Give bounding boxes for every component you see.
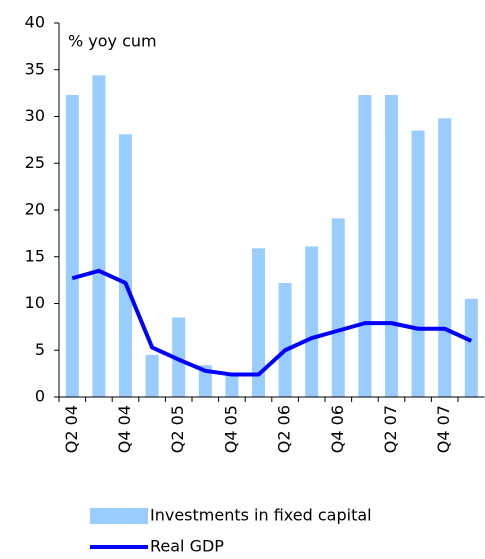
y-tick-label: 10 xyxy=(25,293,45,312)
x-tick-label: Q2 06 xyxy=(275,405,294,453)
bar xyxy=(65,94,79,398)
bar xyxy=(225,374,239,397)
bar xyxy=(145,354,159,397)
y-tick-label: 25 xyxy=(25,153,45,172)
y-tick-label: 40 xyxy=(25,13,45,32)
y-tick-label: 35 xyxy=(25,59,45,78)
bar xyxy=(438,118,452,398)
x-tick-label: Q4 04 xyxy=(115,405,134,453)
bar xyxy=(411,130,425,397)
bar xyxy=(92,75,106,398)
x-tick-label: Q4 05 xyxy=(221,405,240,453)
x-tick-label: Q4 06 xyxy=(328,405,347,453)
bar xyxy=(358,94,372,398)
legend-swatch xyxy=(90,508,148,524)
y-tick-label: 15 xyxy=(25,246,45,265)
bar xyxy=(278,282,292,397)
legend-label: Investments in fixed capital xyxy=(150,506,372,525)
bar xyxy=(331,218,345,397)
legend-label: Real GDP xyxy=(150,537,224,556)
y-tick-label: 30 xyxy=(25,106,45,125)
bar xyxy=(305,246,319,397)
annotation: % yoy cum xyxy=(68,32,157,51)
bar xyxy=(119,134,132,397)
x-tick-label: Q2 07 xyxy=(381,405,400,453)
y-tick-label: 5 xyxy=(35,340,45,359)
y-tick-label: 20 xyxy=(25,200,45,219)
x-tick-label: Q4 07 xyxy=(434,405,453,453)
bar xyxy=(464,298,478,397)
y-tick-label: 0 xyxy=(35,387,45,406)
bar xyxy=(385,94,398,398)
x-tick-label: Q2 04 xyxy=(62,405,81,453)
bar xyxy=(172,317,186,397)
bar xyxy=(252,248,265,397)
x-tick-label: Q2 05 xyxy=(168,405,187,453)
line xyxy=(71,268,473,377)
